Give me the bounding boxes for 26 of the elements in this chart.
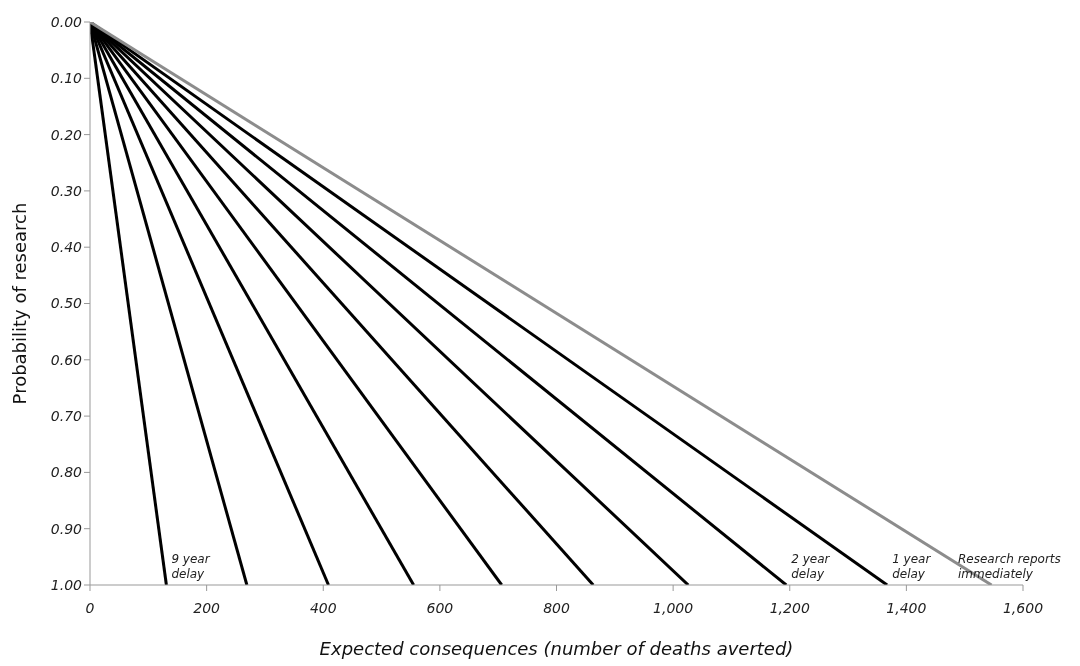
x-tick-label: 1,000 bbox=[653, 600, 694, 616]
x-axis-title: Expected consequences (number of deaths averted) bbox=[319, 638, 794, 659]
x-tick-label: 400 bbox=[309, 600, 337, 616]
series-label: 9 year delay bbox=[171, 552, 211, 581]
y-tick-label: 0.90 bbox=[50, 520, 83, 537]
y-tick-label: 0.30 bbox=[50, 182, 83, 199]
x-tick-label: 1,400 bbox=[886, 600, 927, 616]
y-tick-label: 0.20 bbox=[50, 126, 83, 143]
y-tick-label: 0.50 bbox=[50, 295, 83, 312]
y-tick-label: 0.00 bbox=[50, 13, 83, 30]
x-tick-label: 1,200 bbox=[769, 600, 810, 616]
y-tick-label: 0.10 bbox=[50, 70, 83, 87]
y-tick-label: 0.70 bbox=[50, 408, 83, 425]
x-tick-label: 1,600 bbox=[1002, 600, 1044, 616]
x-tick-label: 800 bbox=[543, 600, 570, 616]
series-label: 1 year delay bbox=[892, 552, 932, 581]
y-tick-label: 1.00 bbox=[50, 576, 83, 593]
x-tick-label: 600 bbox=[426, 600, 454, 616]
series-label: Research reports immediately bbox=[958, 552, 1061, 581]
y-tick-label: 0.80 bbox=[50, 464, 83, 481]
series-label: 2 year delay bbox=[791, 552, 831, 581]
x-tick-label: 200 bbox=[193, 600, 221, 616]
y-tick-label: 0.60 bbox=[50, 351, 83, 368]
y-axis-title: Probability of research bbox=[9, 202, 30, 405]
x-tick-label: 0 bbox=[85, 600, 95, 616]
y-tick-label: 0.40 bbox=[50, 239, 83, 256]
